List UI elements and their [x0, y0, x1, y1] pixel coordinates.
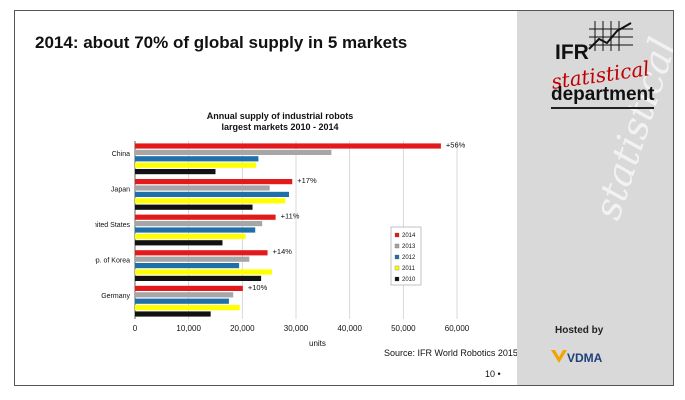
legend-label: 2010 [402, 277, 416, 283]
bar-2013 [135, 149, 332, 155]
bar-2014 [135, 285, 243, 291]
bar-2010 [135, 275, 262, 281]
legend-label: 2014 [402, 233, 416, 239]
bar-2011 [135, 198, 286, 204]
bar-2012 [135, 298, 229, 304]
growth-label: +56% [446, 140, 466, 149]
vdma-logo-icon [551, 350, 567, 363]
growth-label: +14% [273, 247, 293, 256]
bar-chart: Annual supply of industrial robotslarges… [95, 111, 470, 348]
bar-2011 [135, 305, 240, 311]
legend-label: 2013 [402, 244, 416, 250]
bar-2010 [135, 169, 216, 175]
legend-swatch-2012 [394, 254, 400, 260]
bar-2010 [135, 240, 223, 246]
bar-2014 [135, 143, 441, 149]
x-axis-label: units [309, 339, 326, 348]
bar-2010 [135, 311, 211, 317]
vdma-logo-text: VDMA [567, 351, 603, 365]
bar-2012 [135, 156, 259, 162]
bar-2011 [135, 269, 272, 275]
x-tick-label: 40,000 [337, 324, 362, 333]
legend-swatch-2010 [394, 276, 400, 282]
category-label: United States [95, 222, 130, 229]
x-tick-label: 60,000 [445, 324, 470, 333]
legend-swatch-2013 [394, 243, 400, 249]
category-label: Germany [101, 293, 130, 300]
x-tick-label: 0 [133, 324, 138, 333]
bar-2012 [135, 263, 240, 269]
source-note: Source: IFR World Robotics 2015 [384, 348, 518, 358]
growth-label: +10% [248, 283, 268, 292]
x-tick-label: 50,000 [391, 324, 416, 333]
slide: 2014: about 70% of global supply in 5 ma… [14, 10, 674, 386]
x-tick-label: 30,000 [284, 324, 309, 333]
bar-2010 [135, 204, 253, 210]
bar-2011 [135, 233, 246, 239]
legend-swatch-2011 [394, 265, 400, 271]
bar-2012 [135, 191, 290, 197]
legend-label: 2012 [402, 255, 416, 261]
page-number: 10 • [485, 369, 501, 379]
bar-2014 [135, 214, 276, 220]
growth-label: +17% [297, 176, 317, 185]
bar-2013 [135, 292, 234, 298]
category-label: China [112, 151, 130, 158]
category-label: Rep. of Korea [95, 258, 130, 265]
bar-2013 [135, 221, 263, 227]
bar-2014 [135, 250, 268, 256]
category-label: Japan [111, 186, 130, 193]
chart-title: Annual supply of industrial robots [207, 111, 354, 121]
logo-department: department [551, 84, 655, 109]
logo-ifr: IFR [555, 41, 589, 64]
bar-2011 [135, 162, 257, 168]
bar-2012 [135, 227, 256, 233]
legend-label: 2011 [402, 266, 416, 272]
sidebar-panel: statistical IFR statistical department H… [517, 11, 673, 385]
x-tick-label: 10,000 [176, 324, 201, 333]
x-tick-label: 20,000 [230, 324, 255, 333]
chart-subtitle: largest markets 2010 - 2014 [221, 122, 338, 132]
slide-title: 2014: about 70% of global supply in 5 ma… [35, 33, 408, 52]
growth-label: +11% [281, 212, 300, 221]
ifr-chart-icon [588, 21, 633, 51]
bar-2013 [135, 185, 270, 191]
bar-2014 [135, 179, 293, 185]
legend-swatch-2014 [394, 232, 400, 238]
bar-2013 [135, 256, 250, 262]
hosted-by-label: Hosted by [555, 325, 604, 336]
